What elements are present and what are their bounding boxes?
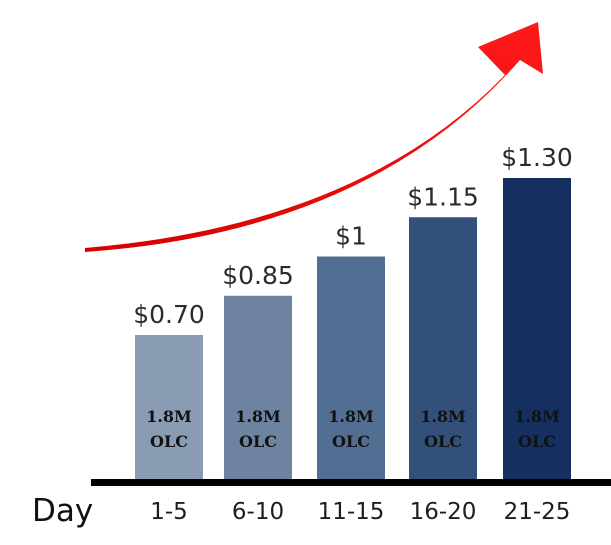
bar-value-label: $1.15 [407,182,479,211]
x-tick-label: 21-25 [504,499,571,525]
x-tick-label: 1-5 [150,499,188,525]
x-axis-baseline [91,479,611,486]
x-tick-label: 6-10 [232,499,284,525]
bar-inner-label: OLC [424,432,462,451]
bars-layer: $0.70 1.8M OLC $0.85 1.8M OLC $1 1.8M OLC $1.15 1.… [133,143,573,480]
x-tick-label: 16-20 [410,499,477,525]
bar-value-label: $0.85 [222,261,294,290]
bar-16-20 [409,217,477,480]
bar-value-label: $1.30 [501,143,573,172]
bar-inner-label: OLC [150,432,188,451]
bar-inner-label: OLC [239,432,277,451]
x-axis-title: Day [32,493,93,529]
bar-inner-label: OLC [518,432,556,451]
trend-arrow-icon [85,22,543,252]
bar-11-15 [317,256,385,480]
bar-value-label: $0.70 [133,300,205,329]
bar-inner-label: 1.8M [514,407,560,426]
bar-inner-label: 1.8M [146,407,192,426]
bar-value-label: $1 [335,222,367,251]
bar-inner-label: OLC [332,432,370,451]
x-tick-label: 11-15 [318,499,385,525]
bar-21-25 [503,178,571,480]
x-tick-labels: 1-5 6-10 11-15 16-20 21-25 [150,499,570,525]
bar-6-10 [224,295,292,480]
bar-inner-label: 1.8M [235,407,281,426]
bar-1-5 [135,335,203,480]
bar-inner-label: 1.8M [420,407,466,426]
bar-inner-label: 1.8M [328,407,374,426]
